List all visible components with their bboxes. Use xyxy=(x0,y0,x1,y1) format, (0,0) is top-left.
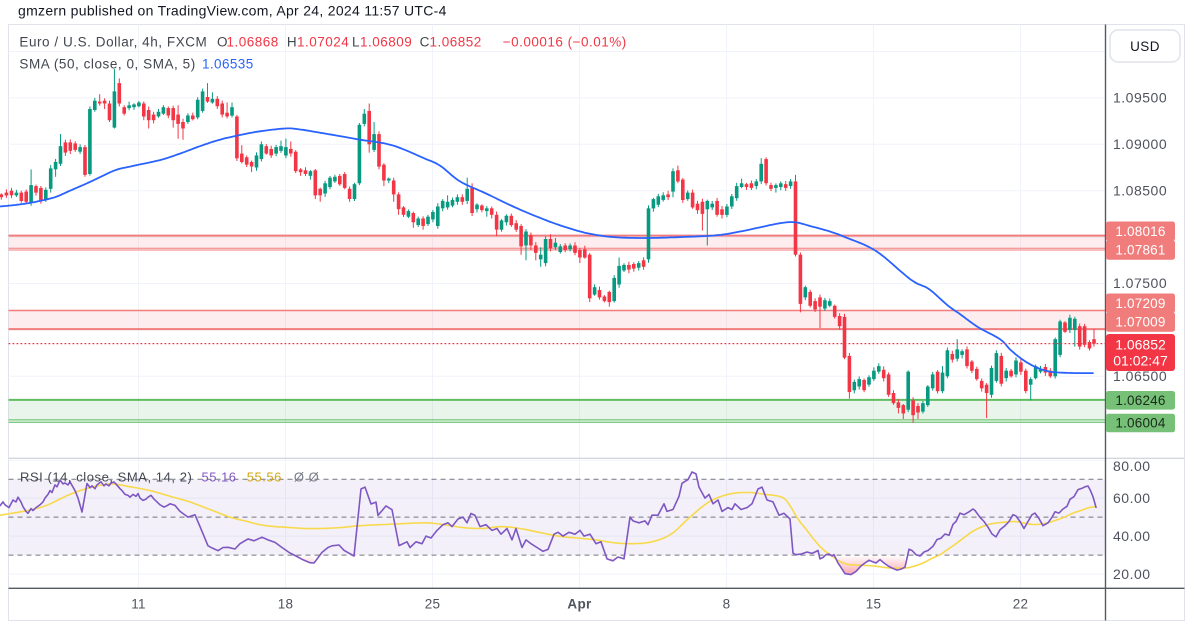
svg-text:Apr: Apr xyxy=(567,597,592,612)
svg-text:−0.00016 (−0.01%): −0.00016 (−0.01%) xyxy=(503,35,627,50)
svg-text:1.08500: 1.08500 xyxy=(1113,182,1167,198)
svg-text:55.56: 55.56 xyxy=(247,470,282,485)
svg-text:1.06535: 1.06535 xyxy=(202,57,254,72)
svg-text:15: 15 xyxy=(866,597,882,612)
svg-text:55.16: 55.16 xyxy=(202,470,237,485)
svg-text:1.07861: 1.07861 xyxy=(1115,243,1165,258)
svg-text:1.06852: 1.06852 xyxy=(1115,337,1166,353)
svg-text:11: 11 xyxy=(131,597,146,612)
svg-text:1.07500: 1.07500 xyxy=(1113,275,1167,291)
svg-text:SMA (50, close, 0, SMA, 5): SMA (50, close, 0, SMA, 5) xyxy=(19,57,195,72)
svg-text:1.09000: 1.09000 xyxy=(1113,136,1167,152)
svg-text:25: 25 xyxy=(425,597,441,612)
svg-text:1.07009: 1.07009 xyxy=(1115,315,1165,330)
svg-text:1.06246: 1.06246 xyxy=(1115,393,1165,408)
svg-text:18: 18 xyxy=(278,597,294,612)
svg-text:1.07209: 1.07209 xyxy=(1115,296,1165,311)
svg-text:8: 8 xyxy=(723,597,731,612)
svg-text:1.09500: 1.09500 xyxy=(1113,90,1167,106)
svg-text:80.00: 80.00 xyxy=(1113,458,1151,474)
svg-text:01:02:47: 01:02:47 xyxy=(1113,353,1168,369)
svg-text:22: 22 xyxy=(1013,597,1029,612)
svg-text:C: C xyxy=(420,35,430,50)
svg-text:Ø Ø: Ø Ø xyxy=(294,470,319,485)
svg-text:60.00: 60.00 xyxy=(1113,490,1151,506)
svg-text:1.07024: 1.07024 xyxy=(297,35,349,50)
svg-text:H: H xyxy=(287,35,297,50)
svg-text:1.06500: 1.06500 xyxy=(1113,368,1167,384)
svg-text:gmzern published on TradingVie: gmzern published on TradingView.com, Apr… xyxy=(18,3,447,19)
svg-text:Euro / U.S. Dollar, 4h, FXCM: Euro / U.S. Dollar, 4h, FXCM xyxy=(19,35,207,50)
svg-text:1.06852: 1.06852 xyxy=(430,35,482,50)
svg-text:O: O xyxy=(217,35,228,50)
svg-text:1.08016: 1.08016 xyxy=(1115,224,1165,239)
svg-text:1.06809: 1.06809 xyxy=(360,35,412,50)
svg-text:20.00: 20.00 xyxy=(1113,566,1151,582)
svg-text:L: L xyxy=(352,35,360,50)
svg-text:1.06868: 1.06868 xyxy=(227,35,279,50)
svg-text:RSI (14, close, SMA, 14, 2): RSI (14, close, SMA, 14, 2) xyxy=(20,470,192,485)
svg-text:40.00: 40.00 xyxy=(1113,528,1151,544)
svg-text:USD: USD xyxy=(1130,39,1160,54)
svg-text:1.06004: 1.06004 xyxy=(1115,416,1165,431)
